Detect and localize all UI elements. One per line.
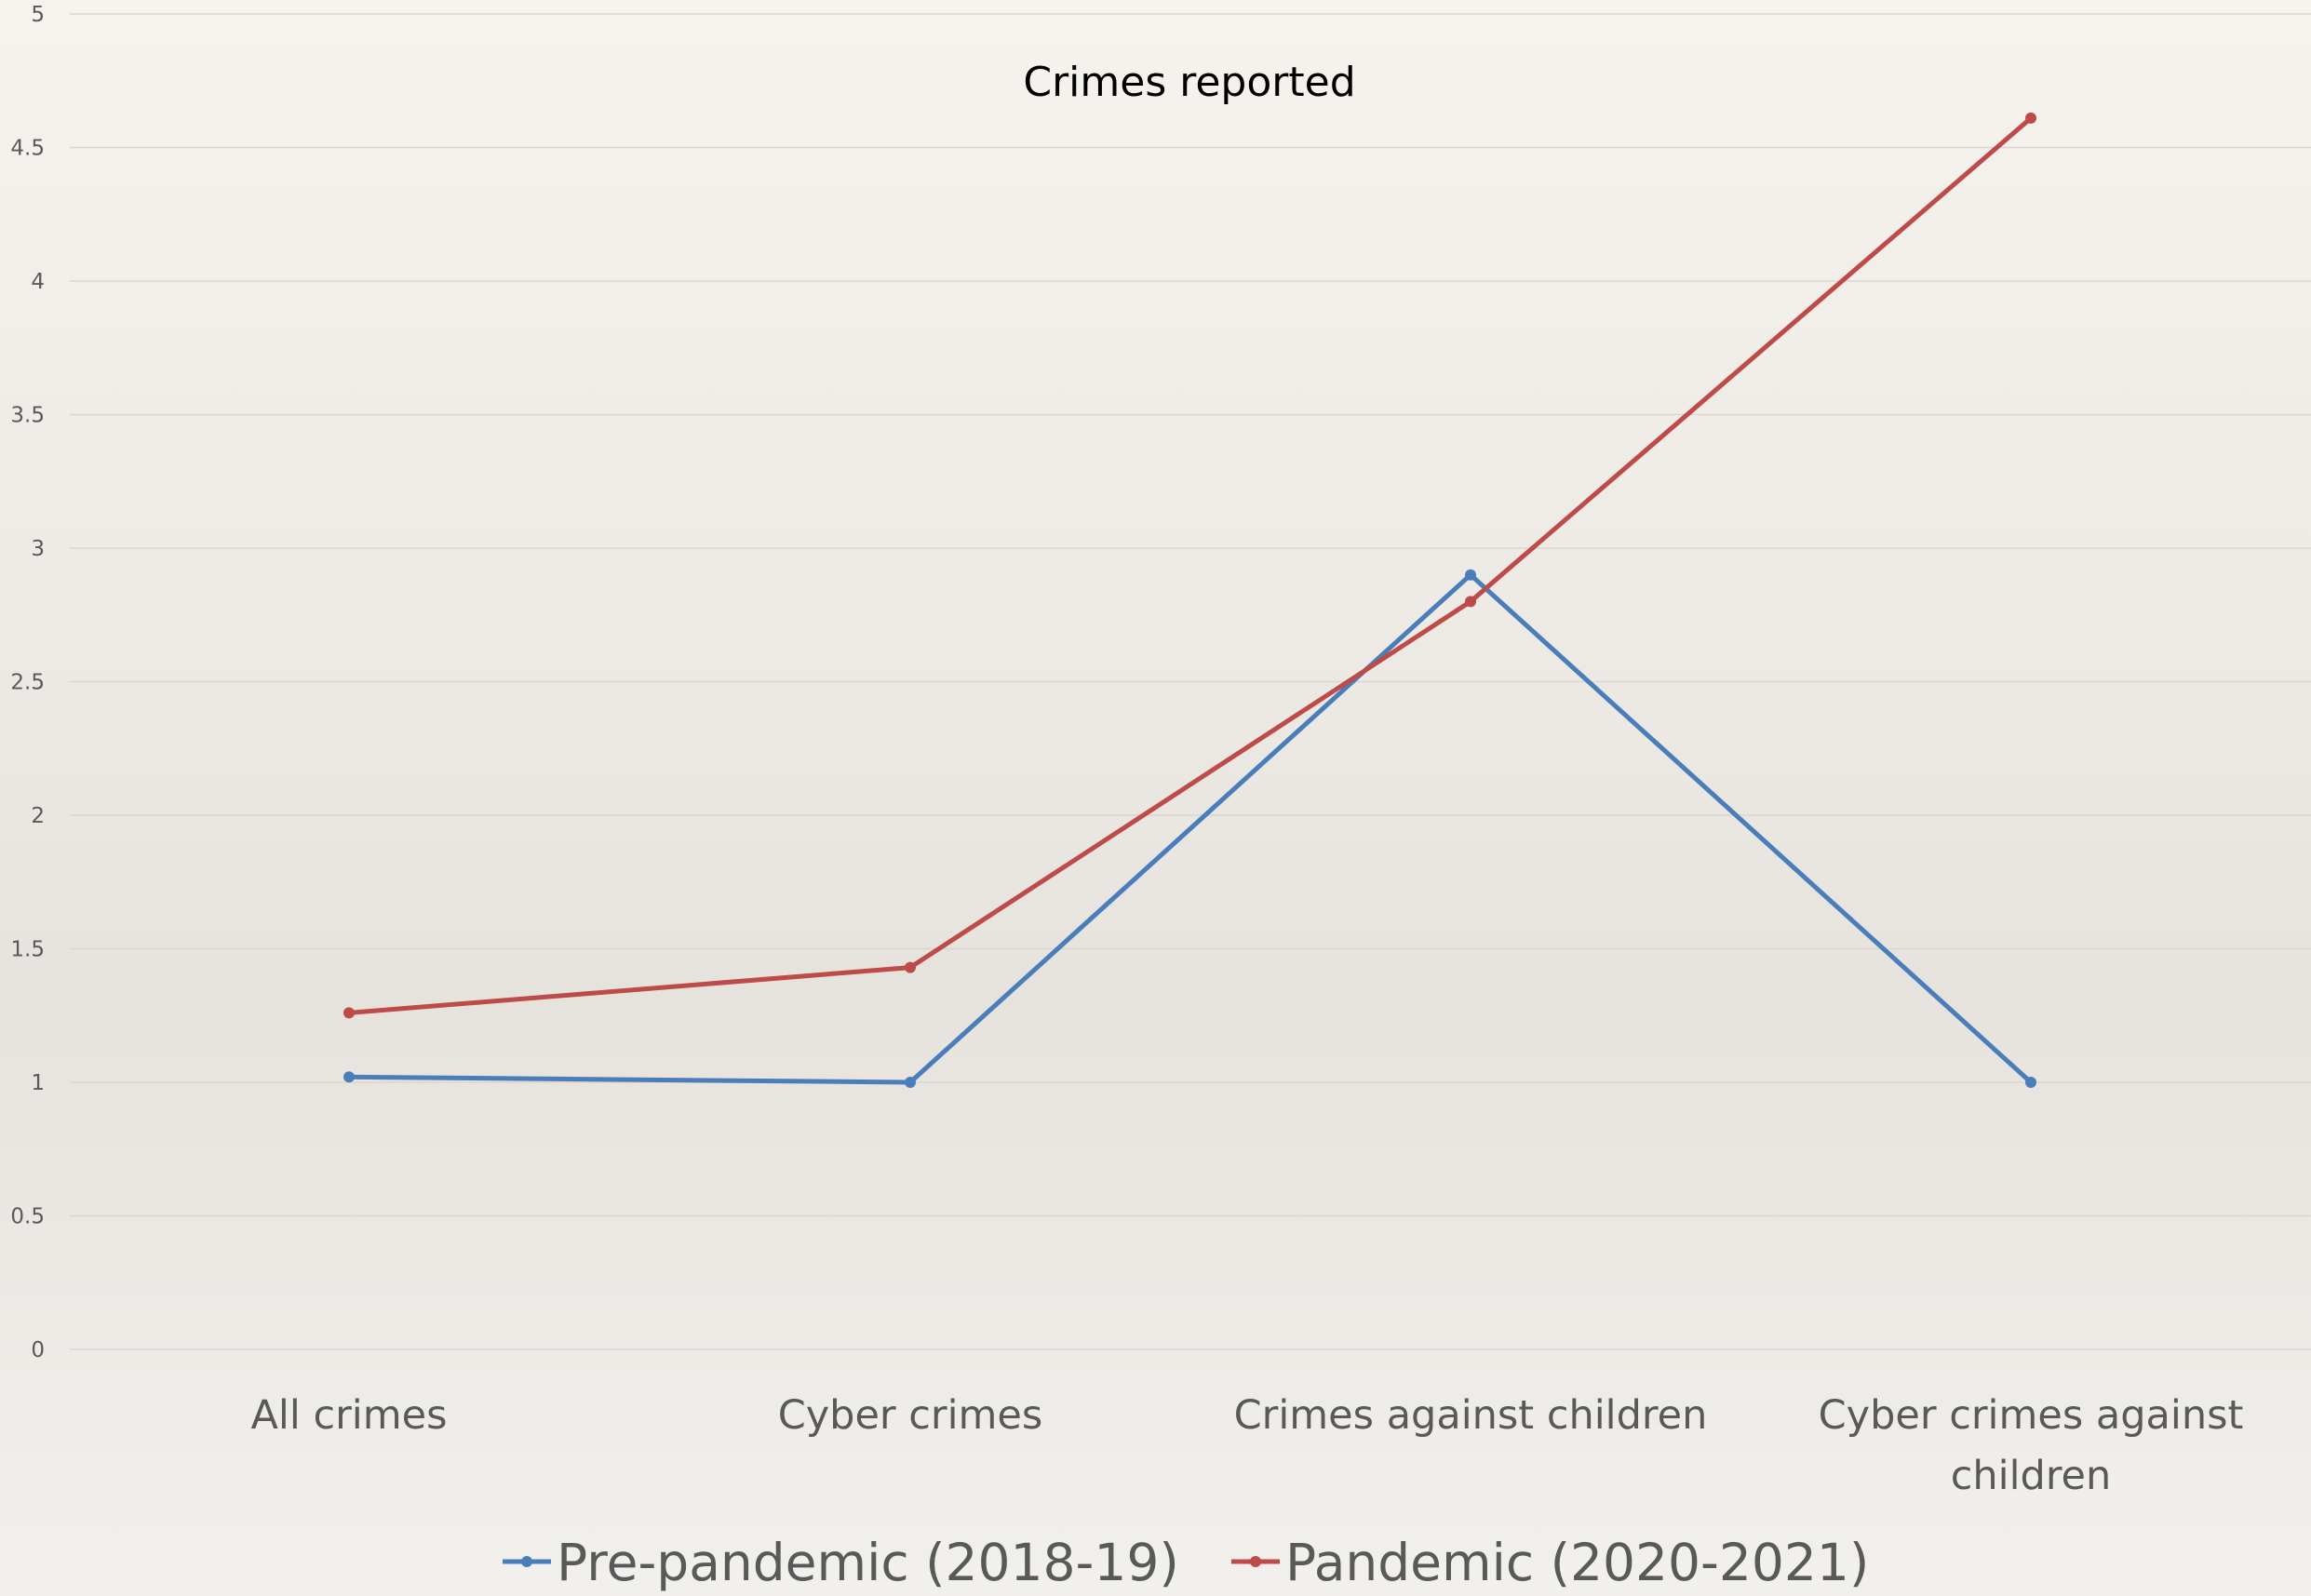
- y-tick-label: 4: [31, 270, 45, 294]
- series-pre-pandemic: [343, 569, 2036, 1088]
- data-point: [343, 1007, 355, 1019]
- data-point: [905, 961, 916, 973]
- data-point: [1465, 596, 1476, 608]
- data-point: [1465, 569, 1476, 581]
- legend-item: Pandemic (2020-2021): [1231, 1533, 1869, 1592]
- x-tick-label: Crimes against children: [1234, 1392, 1708, 1439]
- series-line: [348, 572, 2033, 1085]
- legend-item: Pre-pandemic (2018-19): [503, 1533, 1179, 1592]
- y-tick-label: 2.5: [10, 671, 45, 695]
- y-tick-label: 3.5: [10, 404, 45, 428]
- data-point: [2025, 112, 2036, 124]
- legend-swatch-marker: [521, 1556, 532, 1567]
- data-point: [905, 1077, 916, 1088]
- legend: Pre-pandemic (2018-19) Pandemic (2020-202…: [503, 1533, 1869, 1592]
- y-axis-ticks: 0 0.5 1 1.5 2 2.5 3 3.5 4 4.5 5: [10, 3, 45, 1362]
- y-tick-label: 3: [31, 537, 45, 561]
- legend-label: Pre-pandemic (2018-19): [557, 1533, 1179, 1592]
- chart-title: Crimes reported: [1023, 59, 1355, 106]
- y-tick-label: 1: [31, 1071, 45, 1095]
- series-pandemic: [343, 112, 2036, 1019]
- legend-swatch-marker: [1250, 1556, 1261, 1567]
- legend-label: Pandemic (2020-2021): [1285, 1533, 1869, 1592]
- x-tick-label: Cyber crimes: [778, 1392, 1043, 1439]
- data-point: [2025, 1077, 2036, 1088]
- x-tick-label: All crimes: [251, 1392, 448, 1439]
- x-tick-label: children: [1951, 1453, 2112, 1499]
- y-tick-label: 0.5: [10, 1205, 45, 1229]
- y-tick-label: 4.5: [10, 137, 45, 161]
- gridlines: [70, 13, 2311, 1350]
- y-tick-label: 2: [31, 804, 45, 828]
- y-tick-label: 0: [31, 1338, 45, 1362]
- x-axis-ticks: All crimes Cyber crimes Crimes against chi…: [251, 1392, 2244, 1499]
- data-point: [343, 1071, 355, 1083]
- y-tick-label: 5: [31, 3, 45, 27]
- x-tick-label: Cyber crimes against: [1819, 1392, 2244, 1439]
- series-lines: [343, 112, 2036, 1088]
- series-line: [348, 116, 2033, 1015]
- y-tick-label: 1.5: [10, 938, 45, 962]
